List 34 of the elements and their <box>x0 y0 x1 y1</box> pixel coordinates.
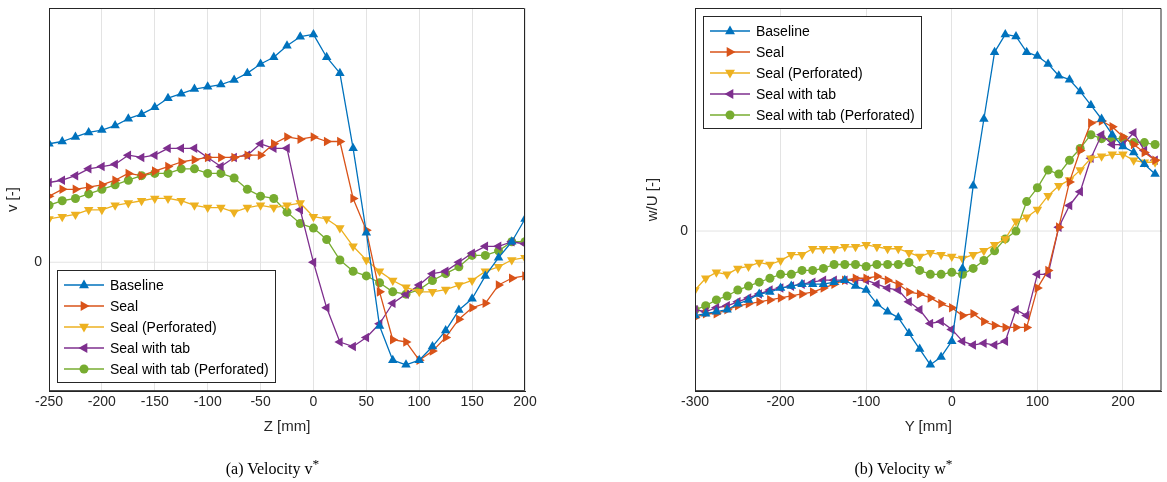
x-tick-label: 200 <box>1111 393 1135 410</box>
y-axis-title: w/U [-] <box>643 177 661 223</box>
x-tick-label: 100 <box>1025 393 1050 410</box>
legend-label: Baseline <box>756 22 810 39</box>
legend-label: Seal (Perforated) <box>756 64 863 81</box>
legend-label: Seal with tab <box>756 85 837 102</box>
legend-label: Seal <box>110 297 139 314</box>
x-tick-label: -150 <box>140 393 169 410</box>
x-tick-label: -300 <box>680 393 710 410</box>
x-tick-label: 200 <box>513 393 537 410</box>
text: (b) Velocity w$^{*}$ <box>853 456 954 479</box>
legend-label: Baseline <box>110 276 164 293</box>
x-tick-label: 0 <box>309 393 318 410</box>
x-tick-label: -250 <box>34 393 64 410</box>
x-tick-label: 50 <box>358 393 375 410</box>
legend-label: Seal with tab (Perforated) <box>110 360 269 377</box>
text: (a) Velocity v$^{*}$ <box>224 456 321 479</box>
legend-label: Seal <box>756 43 785 60</box>
x-tick-label: 0 <box>947 393 956 410</box>
x-tick-label: -100 <box>852 393 881 410</box>
legend-label: Seal with tab (Perforated) <box>756 106 915 123</box>
legend-label: Seal (Perforated) <box>110 318 217 335</box>
x-tick-label: -50 <box>250 393 271 410</box>
x-axis-title: Z [mm] <box>263 417 311 435</box>
y-axis-title: v [-] <box>3 187 21 213</box>
x-axis-title: Y [mm] <box>904 417 952 435</box>
ref-line-label: 0 <box>34 253 43 270</box>
x-tick-label: 100 <box>407 393 432 410</box>
x-tick-label: -200 <box>87 393 117 410</box>
legend-label: Seal with tab <box>110 339 191 356</box>
x-tick-label: -100 <box>193 393 222 410</box>
x-tick-label: -200 <box>766 393 795 410</box>
x-tick-label: 150 <box>460 393 484 410</box>
ref-line-label: 0 <box>680 221 689 238</box>
